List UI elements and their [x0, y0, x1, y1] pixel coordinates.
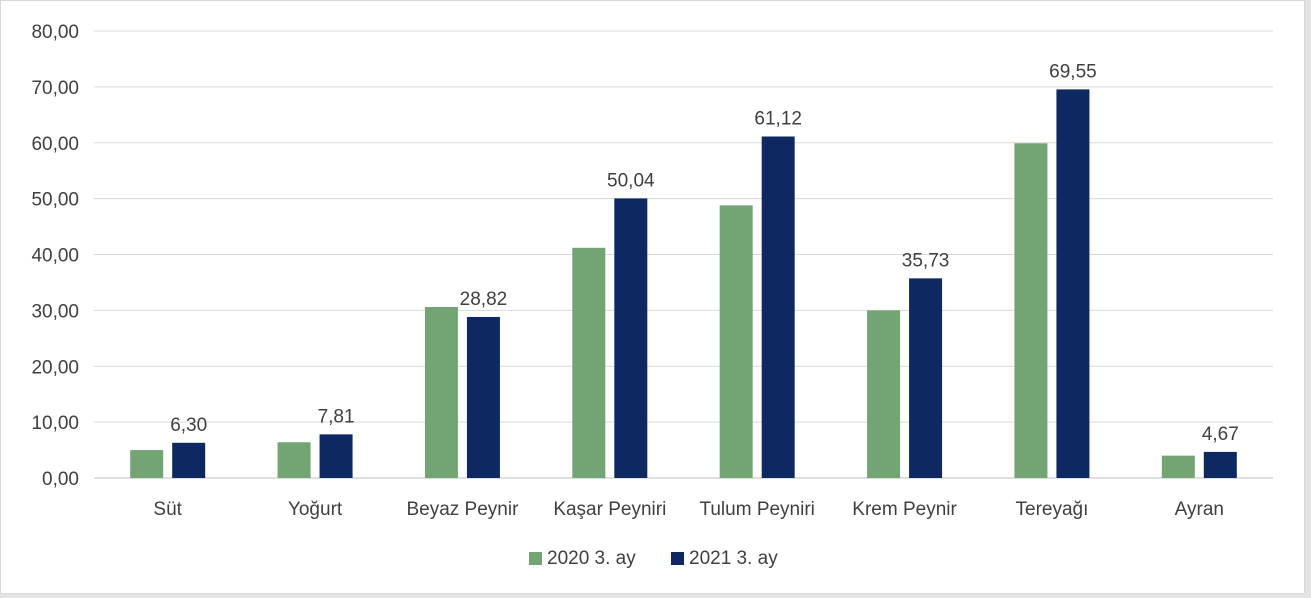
y-tick-label: 60,00: [31, 134, 79, 155]
data-label: 6,30: [170, 415, 207, 436]
data-label: 4,67: [1202, 424, 1239, 445]
data-labels: 6,30 7,81 28,82 50,04 61,12 35,73 69,55 4,67: [170, 61, 1239, 445]
y-tick-label: 50,00: [31, 190, 79, 211]
bars: [130, 89, 1237, 479]
category-label: Beyaz Peynir: [406, 499, 519, 520]
bar-2021: [761, 136, 795, 478]
category-label: Yoğurt: [288, 499, 343, 520]
y-tick-label: 40,00: [31, 246, 79, 267]
bar-2020: [277, 442, 311, 478]
data-label: 61,12: [754, 108, 802, 129]
data-label: 69,55: [1049, 61, 1097, 82]
bar-2021: [1203, 451, 1237, 478]
category-label: Süt: [153, 499, 182, 520]
bar-2021: [319, 434, 353, 478]
bar-2020: [572, 247, 606, 478]
bar-2020: [719, 205, 753, 478]
bar-2020: [1161, 455, 1195, 478]
data-label: 50,04: [607, 170, 655, 191]
bar-2020: [130, 450, 164, 478]
y-tick-label: 20,00: [31, 357, 79, 378]
legend-swatch: [671, 552, 684, 565]
data-label: 35,73: [902, 250, 950, 271]
bar-2020: [1014, 143, 1048, 478]
bar-2020: [867, 310, 901, 478]
data-label: 28,82: [460, 289, 508, 310]
x-axis-categories: Süt Yoğurt Beyaz Peynir Kaşar Peyniri Tulum …: [153, 499, 1224, 520]
legend-label: 2020 3. ay: [547, 548, 636, 569]
legend-label: 2021 3. ay: [689, 548, 778, 569]
y-tick-label: 0,00: [42, 469, 79, 490]
bar-2021: [1056, 89, 1090, 478]
bar-2021: [466, 316, 500, 478]
gridlines: [94, 30, 1273, 479]
y-tick-label: 70,00: [31, 78, 79, 99]
bar-2020: [424, 307, 458, 478]
bar-2021: [172, 442, 206, 478]
bar-2021: [614, 198, 648, 479]
y-axis-ticks: 0,00 10,00 20,00 30,00 40,00 50,00 60,00 70,00 8…: [31, 22, 79, 490]
y-tick-label: 10,00: [31, 413, 79, 434]
category-label: Tulum Peyniri: [699, 499, 814, 520]
category-label: Krem Peynir: [852, 499, 957, 520]
legend: 2020 3. ay 2021 3. ay: [529, 548, 778, 569]
bar-2021: [909, 278, 943, 478]
y-tick-label: 80,00: [31, 22, 79, 43]
y-tick-label: 30,00: [31, 301, 79, 322]
category-label: Tereyağı: [1016, 499, 1089, 520]
data-label: 7,81: [318, 406, 355, 427]
legend-swatch: [529, 552, 542, 565]
category-label: Kaşar Peyniri: [553, 499, 666, 520]
category-label: Ayran: [1175, 499, 1224, 520]
